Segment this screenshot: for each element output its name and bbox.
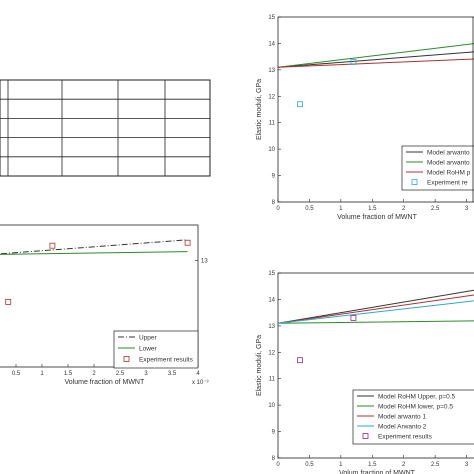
bottom-right-series-line-1 (277, 289, 474, 324)
bottom-right-legend-box (352, 389, 474, 445)
bottom-right-xtick-label: 2 (402, 462, 406, 468)
bottom-left-data-marker (5, 299, 12, 305)
bottom-right-legend-label: Model RoHM Upper, p=0.5 (378, 393, 456, 400)
top-right-ylabel: Elastic moduli, GPa (256, 79, 263, 140)
bottom-right-legend-marker (362, 433, 369, 439)
top-right-ytick-label: 13 (268, 68, 275, 74)
bottom-right-xtick-label: 2.5 (431, 462, 440, 468)
table-border (0, 79, 211, 177)
top-right-data-marker (297, 101, 303, 108)
top-right-xtick-label: 0 (276, 206, 280, 212)
bottom-left-data-marker (184, 239, 191, 246)
bottom-left-xtick-label: 2.5 (116, 371, 125, 377)
top-right-xtick-label: 3 (465, 206, 469, 212)
top-right-xlabel: Volume fraction of MWNT (337, 214, 417, 221)
bottom-right-legend-label: Model Arwanto 2 (378, 423, 427, 430)
bottom-left-legend-label: Experiment results (139, 356, 194, 363)
bottom-left-legend-label: Lower (139, 345, 158, 352)
bottom-right-legend-label: Model arwanto 1 (378, 413, 426, 420)
bottom-right-ytick-label: 12 (268, 350, 275, 356)
top-right-ytick-label: 9 (272, 174, 276, 180)
bottom-right-ytick-label: 14 (268, 297, 275, 303)
top-right-legend-box (401, 145, 474, 191)
bottom-left-xaxis-exponent: x 10⁻³ (192, 380, 209, 386)
bottom-left-xtick-label: 2 (92, 371, 96, 377)
top-right-xtick-label: 1.5 (368, 206, 377, 212)
bottom-left-xtick-label: 3 (144, 371, 148, 377)
bottom-right-xtick-label: 0 (276, 462, 280, 468)
bottom-left-xlabel: Volume fraction of MWNT (65, 379, 145, 386)
top-right-legend-label: Experiment re (427, 179, 468, 186)
bottom-left-xtick-label: 1 (40, 371, 44, 377)
bottom-right-ylabel: Elastic moduli, GPa (256, 335, 263, 396)
top-right-xtick-label: 0.5 (305, 206, 314, 212)
bottom-right-xtick-label: 0.5 (305, 462, 314, 468)
top-right-xtick-label: 2 (402, 206, 406, 212)
bottom-left-legend-marker (123, 356, 130, 362)
top-right-ytick-label: 11 (269, 121, 276, 127)
bottom-left-data-marker (49, 242, 56, 249)
bottom-left-xtick-label: 1.5 (64, 371, 73, 377)
bottom-left-series-line-1 (0, 239, 188, 255)
bottom-left-legend-label: Upper (139, 334, 158, 341)
bottom-right-ytick-label: 11 (269, 377, 276, 383)
bottom-right-xtick-label: 3 (465, 462, 469, 468)
bottom-left-series-line-2 (0, 251, 188, 255)
bottom-right-xlabel: Volum fraction of MWNT (339, 470, 416, 474)
top-right-series-line-2 (277, 43, 474, 68)
bottom-right-series-line-4 (277, 300, 474, 324)
top-right-xtick-label: 1 (339, 206, 343, 212)
top-right-ytick-label: 8 (272, 200, 276, 206)
bottom-left-xtick-label: 3.5 (168, 371, 177, 377)
bottom-right-ytick-label: 13 (268, 324, 275, 330)
bottom-right-series-line-3 (277, 294, 474, 324)
data-table (0, 79, 211, 177)
top-right-ytick-label: 12 (268, 94, 275, 100)
top-right-legend-label: Model arwanto (427, 159, 470, 166)
top-right-legend-label: Model RoHM p (427, 169, 471, 176)
top-right-series-line-3 (277, 58, 474, 68)
top-right-ytick-label: 14 (268, 41, 275, 47)
top-right-ytick-label: 10 (268, 147, 275, 153)
bottom-right-ytick-label: 9 (272, 430, 276, 436)
bottom-left-ytick-label: 13 (201, 259, 208, 265)
top-right-legend-marker (411, 179, 418, 185)
bottom-right-ytick-label: 10 (268, 403, 275, 409)
bottom-left-xtick-label: 4 (196, 371, 200, 377)
bottom-right-ytick-label: 15 (268, 271, 275, 277)
top-right-xtick-label: 2.5 (431, 206, 440, 212)
top-right-legend-label: Model arwanto (427, 149, 470, 156)
bottom-right-ytick-label: 8 (272, 456, 276, 462)
bottom-right-series-line-2 (277, 320, 474, 324)
top-right-data-marker (350, 59, 357, 65)
bottom-right-legend-label: Model RoHM lower, p=0.5 (378, 403, 453, 410)
bottom-left-xtick-label: 0.5 (12, 371, 21, 377)
bottom-right-data-marker (350, 315, 357, 321)
bottom-right-legend-label: Experiment results (378, 433, 433, 440)
bottom-right-xtick-label: 1.5 (368, 462, 377, 468)
top-right-ytick-label: 15 (268, 15, 275, 21)
bottom-right-data-marker (297, 357, 303, 364)
top-right-series-line-1 (277, 51, 474, 68)
bottom-right-xtick-label: 1 (339, 462, 343, 468)
